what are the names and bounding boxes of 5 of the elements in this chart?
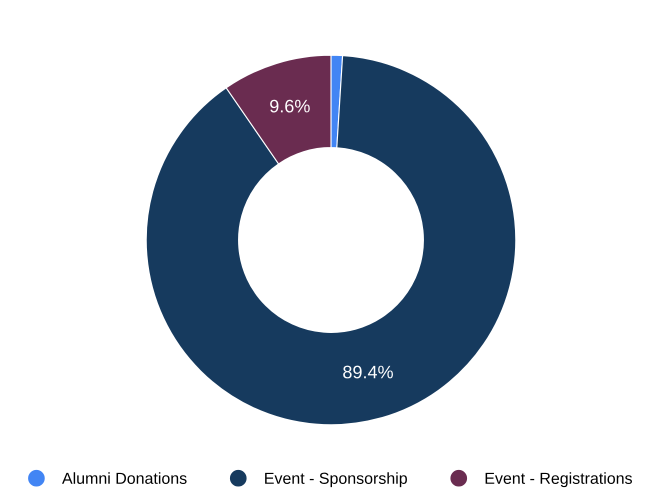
data-label: 9.6% xyxy=(270,100,310,113)
legend-label: Event - Sponsorship xyxy=(265,472,407,488)
legend-label: Event - Registrations xyxy=(486,472,632,488)
legend-label: Alumni Donations xyxy=(62,472,187,484)
data-label: 89.4% xyxy=(343,366,393,378)
